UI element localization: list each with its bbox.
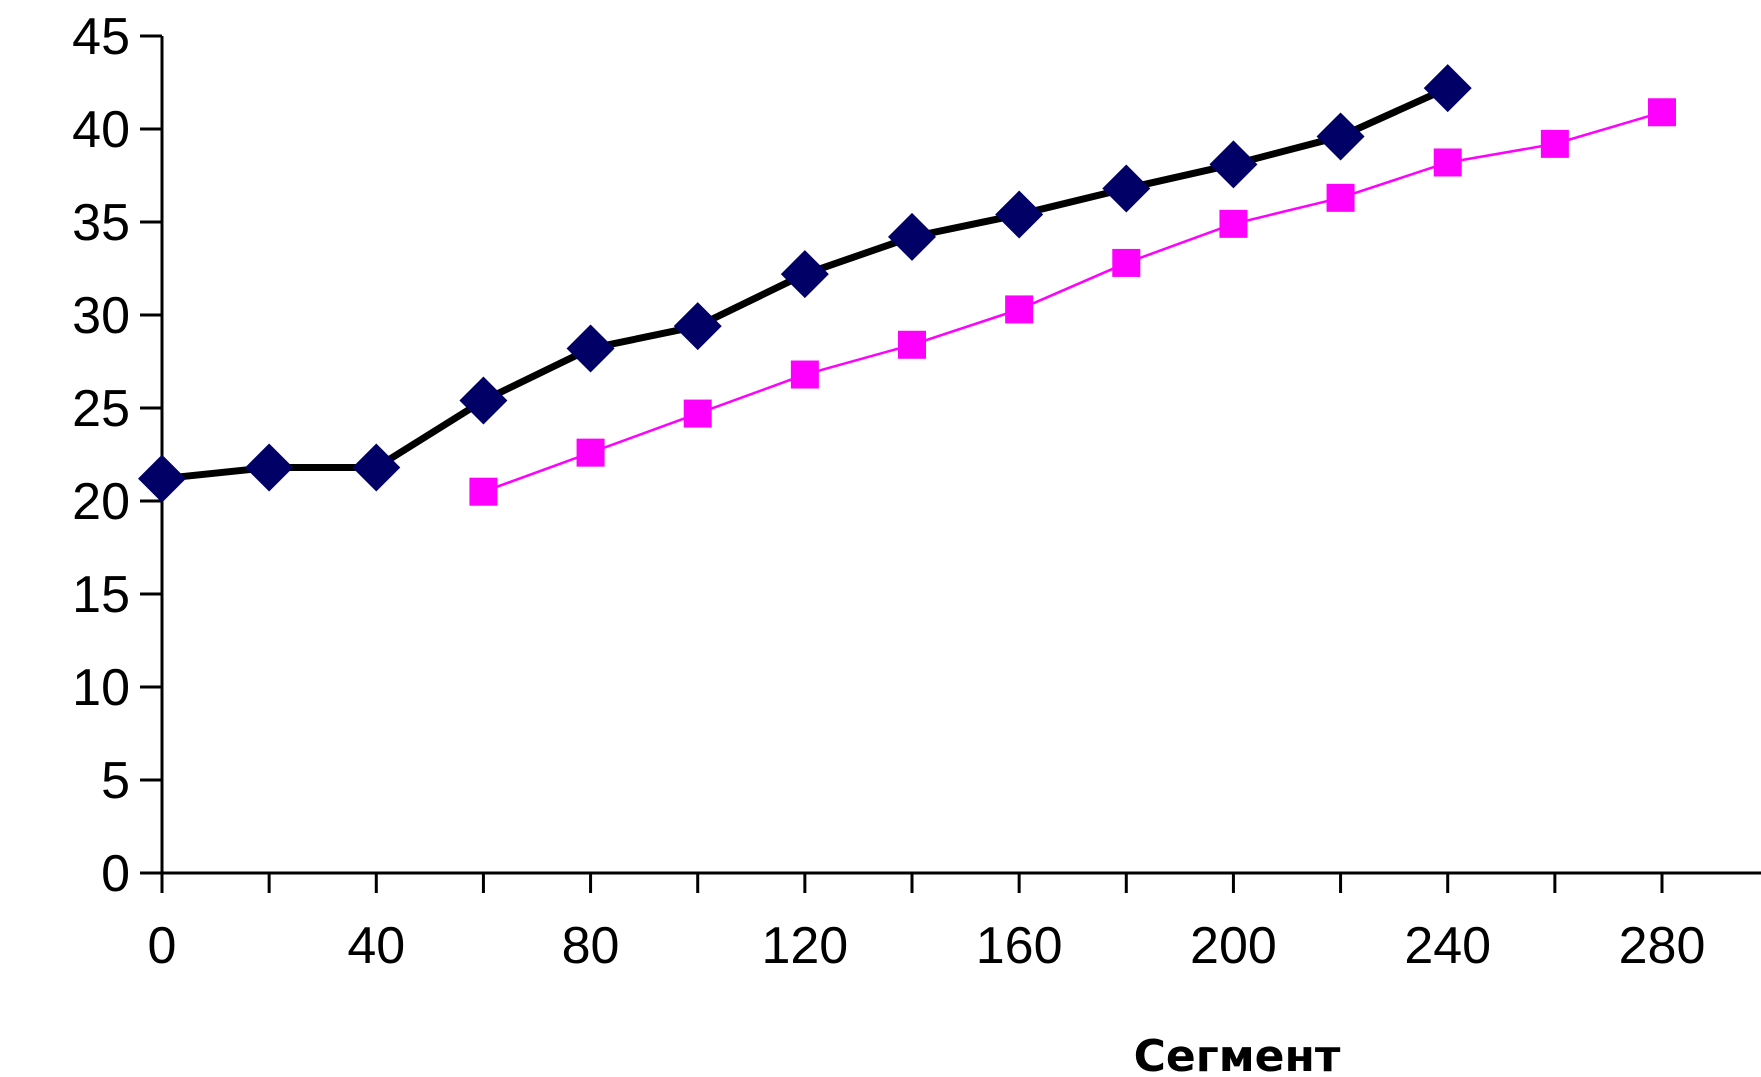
y-tick-label: 10 bbox=[72, 659, 130, 717]
y-tick-label: 20 bbox=[72, 473, 130, 531]
series-1-point bbox=[352, 443, 401, 492]
y-tick-label: 30 bbox=[72, 287, 130, 345]
series-2-point bbox=[683, 399, 712, 428]
series-2-point bbox=[898, 330, 926, 359]
y-tick-label: 35 bbox=[72, 194, 130, 252]
series-2-point bbox=[1326, 183, 1355, 212]
series-1-point bbox=[566, 324, 615, 373]
series-2-point bbox=[1540, 129, 1569, 158]
series-1-point bbox=[888, 212, 936, 261]
series-2 bbox=[469, 98, 1676, 506]
y-tick-label: 45 bbox=[72, 8, 130, 66]
series-1-point bbox=[1423, 64, 1472, 113]
series-1-point bbox=[459, 376, 508, 425]
series-1-point bbox=[995, 190, 1044, 239]
series-2-point bbox=[1433, 148, 1462, 177]
x-tick-label: 120 bbox=[761, 917, 848, 975]
series-layer bbox=[138, 64, 1676, 506]
series-2-line bbox=[483, 111, 1663, 493]
series-1-point bbox=[245, 443, 294, 492]
series-1-point bbox=[780, 250, 829, 299]
series-2-point bbox=[1005, 295, 1034, 324]
axes: 0 5 10 15 20 25 30 35 40 45 0 40 80 120 160 200 240 280 bbox=[72, 8, 1761, 975]
series-1-point bbox=[673, 302, 722, 351]
series-1-point bbox=[1209, 140, 1258, 189]
x-tick-label: 80 bbox=[562, 917, 620, 975]
y-tick-label: 15 bbox=[72, 566, 130, 624]
x-tick-label: 240 bbox=[1404, 917, 1491, 975]
x-tick-label: 160 bbox=[976, 917, 1063, 975]
y-tick-label: 25 bbox=[72, 380, 130, 438]
x-axis-title: Сегмент bbox=[1134, 1031, 1341, 1077]
series-1-point bbox=[138, 454, 186, 503]
series-2-point bbox=[1112, 248, 1141, 277]
y-tick-label: 5 bbox=[101, 752, 130, 810]
x-tick-label: 40 bbox=[347, 917, 405, 975]
series-2-point bbox=[790, 360, 819, 389]
series-1 bbox=[138, 64, 1472, 503]
x-tick-label: 280 bbox=[1619, 917, 1706, 975]
series-2-point bbox=[1219, 209, 1248, 238]
series-1-point bbox=[1102, 164, 1151, 213]
series-2-point bbox=[469, 477, 498, 506]
series-2-point bbox=[576, 438, 605, 467]
series-2-point bbox=[1648, 98, 1676, 127]
x-tick-label: 0 bbox=[148, 917, 177, 975]
series-1-point bbox=[1316, 112, 1365, 161]
x-tick-label: 200 bbox=[1190, 917, 1277, 975]
y-tick-label: 40 bbox=[72, 101, 130, 159]
y-tick-label: 0 bbox=[101, 845, 130, 903]
